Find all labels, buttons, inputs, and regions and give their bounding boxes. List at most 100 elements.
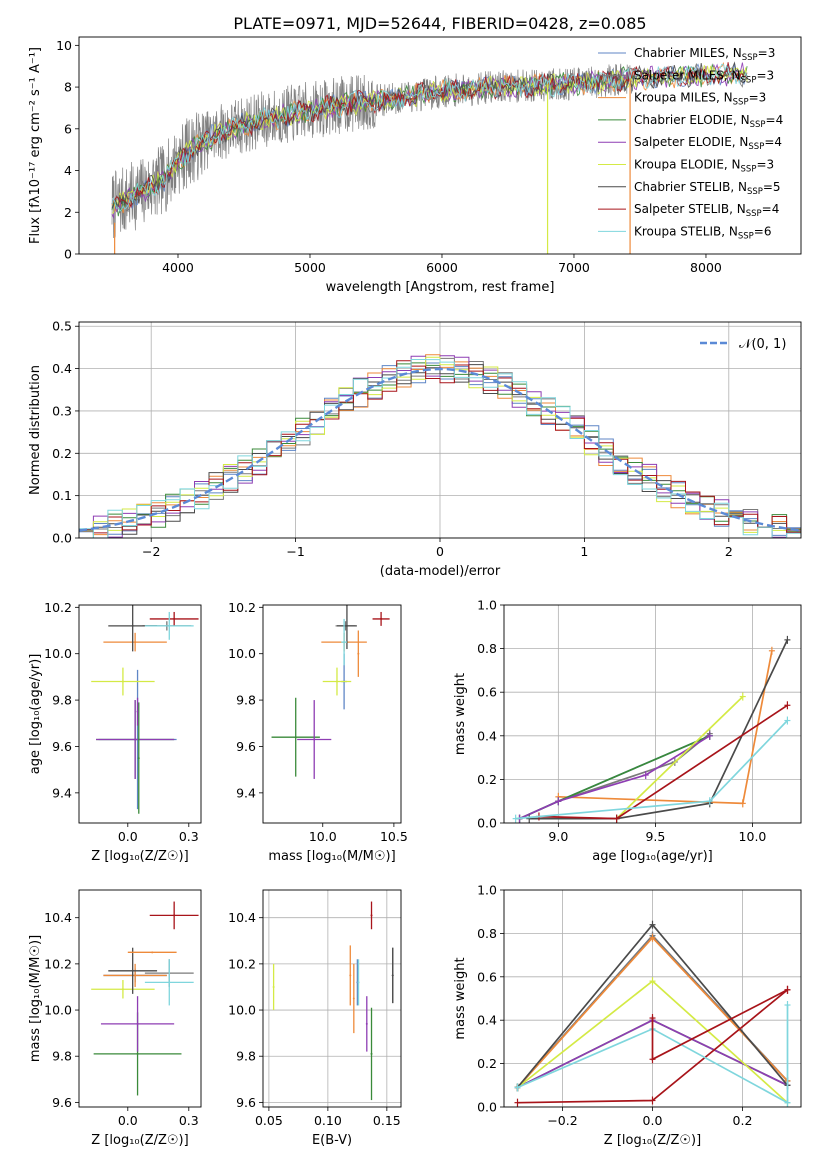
age-metallicity-ytick-label: 10.2 (44, 600, 72, 615)
mass-weight-metallicity-ytick-label: 0.6 (477, 969, 497, 984)
residuals-ytick-label: 0.4 (52, 361, 72, 376)
data-point-4 (134, 738, 137, 741)
data-point-7 (370, 914, 373, 917)
mass-extinction-xlabel: E(B-V) (312, 1133, 352, 1148)
figure-title: PLATE=0971, MJD=52644, FIBERID=0428, z=0… (233, 14, 646, 33)
mass-weight-series-6 (529, 639, 789, 820)
observed-spectrum (111, 63, 634, 239)
legend-label-6: Chabrier STELIB, NSSP=5 (634, 180, 781, 197)
spectrum-ytick-label: 6 (64, 121, 72, 136)
spectrum-xtick-label: 7000 (558, 260, 590, 275)
spectrum-xtick-label: 6000 (426, 260, 458, 275)
residuals-plot-area (79, 322, 801, 538)
spectrum-ytick-label: 8 (64, 80, 72, 95)
data-point-7 (380, 617, 383, 620)
mass-weight-age-xtick-label: 10.0 (739, 829, 767, 844)
age-metallicity-ytick-label: 10.0 (44, 646, 72, 661)
legend-label-8: Kroupa STELIB, NSSP=6 (634, 224, 772, 241)
mass-weight-age-ytick-label: 0.8 (477, 641, 497, 656)
residuals-ytick-label: 0.0 (52, 531, 72, 546)
mass-weight-age-ytick-label: 0.2 (477, 772, 497, 787)
age-metallicity-ytick-label: 9.4 (52, 785, 72, 800)
age-metallicity-xtick-label: 0.0 (118, 829, 138, 844)
mass-weight-series-5 (616, 695, 744, 820)
data-point-9 (151, 951, 154, 954)
mass-weight-age-xtick-label: 9.5 (645, 829, 665, 844)
legend-label-0: Chabrier MILES, NSSP=3 (634, 46, 775, 63)
model-spectrum-6 (111, 61, 748, 209)
mass-metallicity-ytick-label: 10.2 (44, 956, 72, 971)
age-metallicity-frame (78, 604, 202, 824)
mass-weight-series-4 (519, 735, 711, 820)
residual-histogram-4 (79, 355, 801, 538)
spectrum-ytick-label: 0 (64, 247, 72, 262)
mass-extinction-ytick-label: 10.4 (228, 910, 256, 925)
mass-weight-series-2 (558, 650, 773, 805)
age-mass-ytick-label: 9.8 (236, 693, 256, 708)
spectrum-xtick-label: 4000 (162, 260, 194, 275)
age-mass-ytick-label: 9.4 (236, 785, 256, 800)
mass-metallicity-ytick-label: 10.0 (44, 1003, 72, 1018)
legend-label-5: Kroupa ELODIE, NSSP=3 (634, 158, 774, 175)
mass-weight-metallicity-ytick-label: 0.2 (477, 1056, 497, 1071)
age-metallicity-ytick-label: 9.6 (52, 739, 72, 754)
legend-label-3: Chabrier ELODIE, NSSP=4 (634, 113, 783, 130)
data-point-6 (345, 624, 348, 627)
age-mass-plot-area (271, 605, 390, 779)
mass-extinction-ytick-label: 9.6 (236, 1095, 256, 1110)
age-metallicity-xlabel: Z [log₁₀(Z/Z☉)] (91, 849, 188, 864)
mass-metallicity-ytick-label: 10.4 (44, 910, 72, 925)
data-point-8 (343, 641, 346, 644)
data-point-6 (391, 974, 394, 977)
data-point-5 (335, 680, 338, 683)
model-spectrum-8 (111, 63, 748, 212)
data-point-6 (131, 969, 134, 972)
residuals-xlabel: (data-model)/error (380, 564, 501, 579)
data-point-6 (131, 624, 134, 627)
data-point-4 (313, 738, 316, 741)
mass-weight-metallicity-xtick-label: 0.2 (733, 1113, 753, 1128)
mass-metallicity-frame (78, 889, 202, 1108)
data-point-9 (357, 652, 360, 655)
spectrum-ytick-label: 2 (64, 205, 72, 220)
mass-weight-age-xtick-label: 9.0 (548, 829, 568, 844)
residuals-ytick-label: 0.5 (52, 319, 72, 334)
mass-extinction-ytick-label: 10.0 (228, 1003, 256, 1018)
spectrum-xlabel: wavelength [Angstrom, rest frame] (326, 280, 555, 295)
spectrum-ylabel: Flux [fλ10⁻¹⁷ erg cm⁻² s⁻¹ A⁻¹] (28, 47, 43, 244)
data-point-4 (365, 1022, 368, 1025)
mass-extinction-xtick-label: 0.05 (255, 1113, 283, 1128)
mass-extinction-xtick-label: 0.10 (314, 1113, 342, 1128)
residuals-ytick-label: 0.2 (52, 446, 72, 461)
data-point-2 (352, 997, 355, 1000)
mass-weight-metallicity-frame (503, 889, 802, 1108)
age-mass-xtick-label: 10.0 (309, 829, 337, 844)
mass-weight-metallicity-ytick-label: 0.0 (477, 1100, 497, 1115)
legend-label-4: Salpeter ELODIE, NSSP=4 (634, 135, 782, 152)
data-point-5 (121, 988, 124, 991)
mass-metallicity-plot-area (91, 901, 199, 1096)
residuals-xtick-label: −1 (286, 544, 304, 559)
age-metallicity-xtick-label: 0.3 (179, 829, 199, 844)
mass-weight-metallicity-xtick-label: 0.0 (643, 1113, 663, 1128)
mass-metallicity-ytick-label: 9.8 (52, 1049, 72, 1064)
mass-weight-age-plot-area (504, 605, 801, 823)
mass-weight-age-ytick-label: 0.0 (477, 816, 497, 831)
residuals-xtick-label: 1 (580, 544, 588, 559)
data-point-5 (121, 680, 124, 683)
residuals-ytick-label: 0.1 (52, 488, 72, 503)
mass-weight-age-ytick-label: 0.6 (477, 685, 497, 700)
spectrum-plot-area (111, 61, 748, 254)
mass-weight-metallicity-ylabel: mass weight (453, 957, 468, 1039)
age-mass-xlabel: mass [log₁₀(M/M☉)] (268, 849, 395, 864)
data-point-10 (136, 710, 139, 713)
residuals-xtick-label: 0 (436, 544, 444, 559)
age-metallicity-ylabel: age [log₁₀(age/yr)] (28, 654, 43, 775)
data-point-8 (168, 624, 171, 627)
residuals-frame (78, 321, 802, 539)
data-point-9 (137, 757, 140, 760)
mass-metallicity-ytick-label: 9.6 (52, 1095, 72, 1110)
age-mass-ytick-label: 10.0 (228, 646, 256, 661)
residuals-ytick-label: 0.3 (52, 403, 72, 418)
mass-extinction-ytick-label: 10.2 (228, 956, 256, 971)
